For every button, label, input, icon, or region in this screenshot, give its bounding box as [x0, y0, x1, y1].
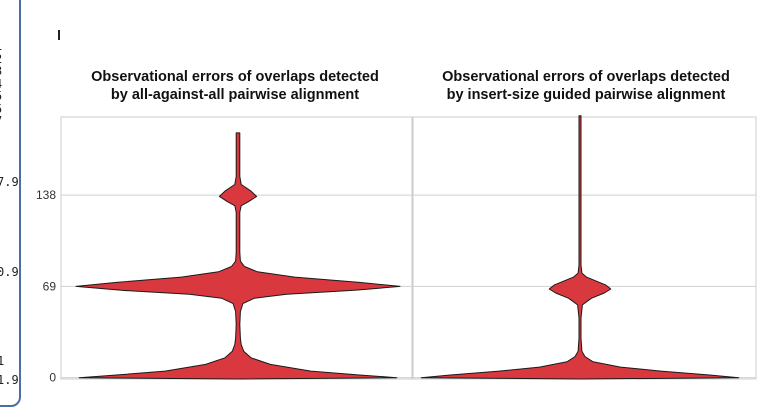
- y-tick-label: 0: [49, 371, 56, 385]
- chart-title-line: Observational errors of overlaps detecte…: [91, 69, 379, 85]
- line-number: 5: [0, 102, 9, 116]
- plot-frame: [412, 116, 757, 380]
- violin-shape: [75, 132, 401, 380]
- y-tick-label: 69: [43, 279, 57, 293]
- sidebar-value: 7.9: [0, 175, 19, 189]
- sidebar-value: 1.9: [0, 373, 19, 387]
- chart-title-line: by insert-size guided pairwise alignment: [446, 87, 726, 103]
- line-number-gutter: 1 2 3 4 5 5 7: [0, 40, 9, 128]
- chart-title-line: by all-against-all pairwise alignment: [110, 87, 360, 103]
- chart-title-right: Observational errors of overlaps detecte…: [406, 68, 757, 104]
- text-cursor-icon: [58, 30, 60, 40]
- y-tick-label: 138: [36, 188, 56, 202]
- sidebar-value: 1: [0, 354, 5, 368]
- line-number: 7: [0, 115, 9, 128]
- sidebar-frame: [0, 0, 21, 407]
- violin-shape: [420, 115, 740, 380]
- line-number: 3: [0, 65, 9, 78]
- chart-title-left: Observational errors of overlaps detecte…: [55, 68, 415, 104]
- line-number: 4: [0, 77, 9, 91]
- chart-title-line: Observational errors of overlaps detecte…: [442, 69, 730, 85]
- sidebar-value: 0.9: [0, 265, 19, 279]
- line-number: 1: [0, 40, 9, 53]
- line-number: 2: [0, 52, 9, 66]
- line-number: 5: [0, 90, 9, 103]
